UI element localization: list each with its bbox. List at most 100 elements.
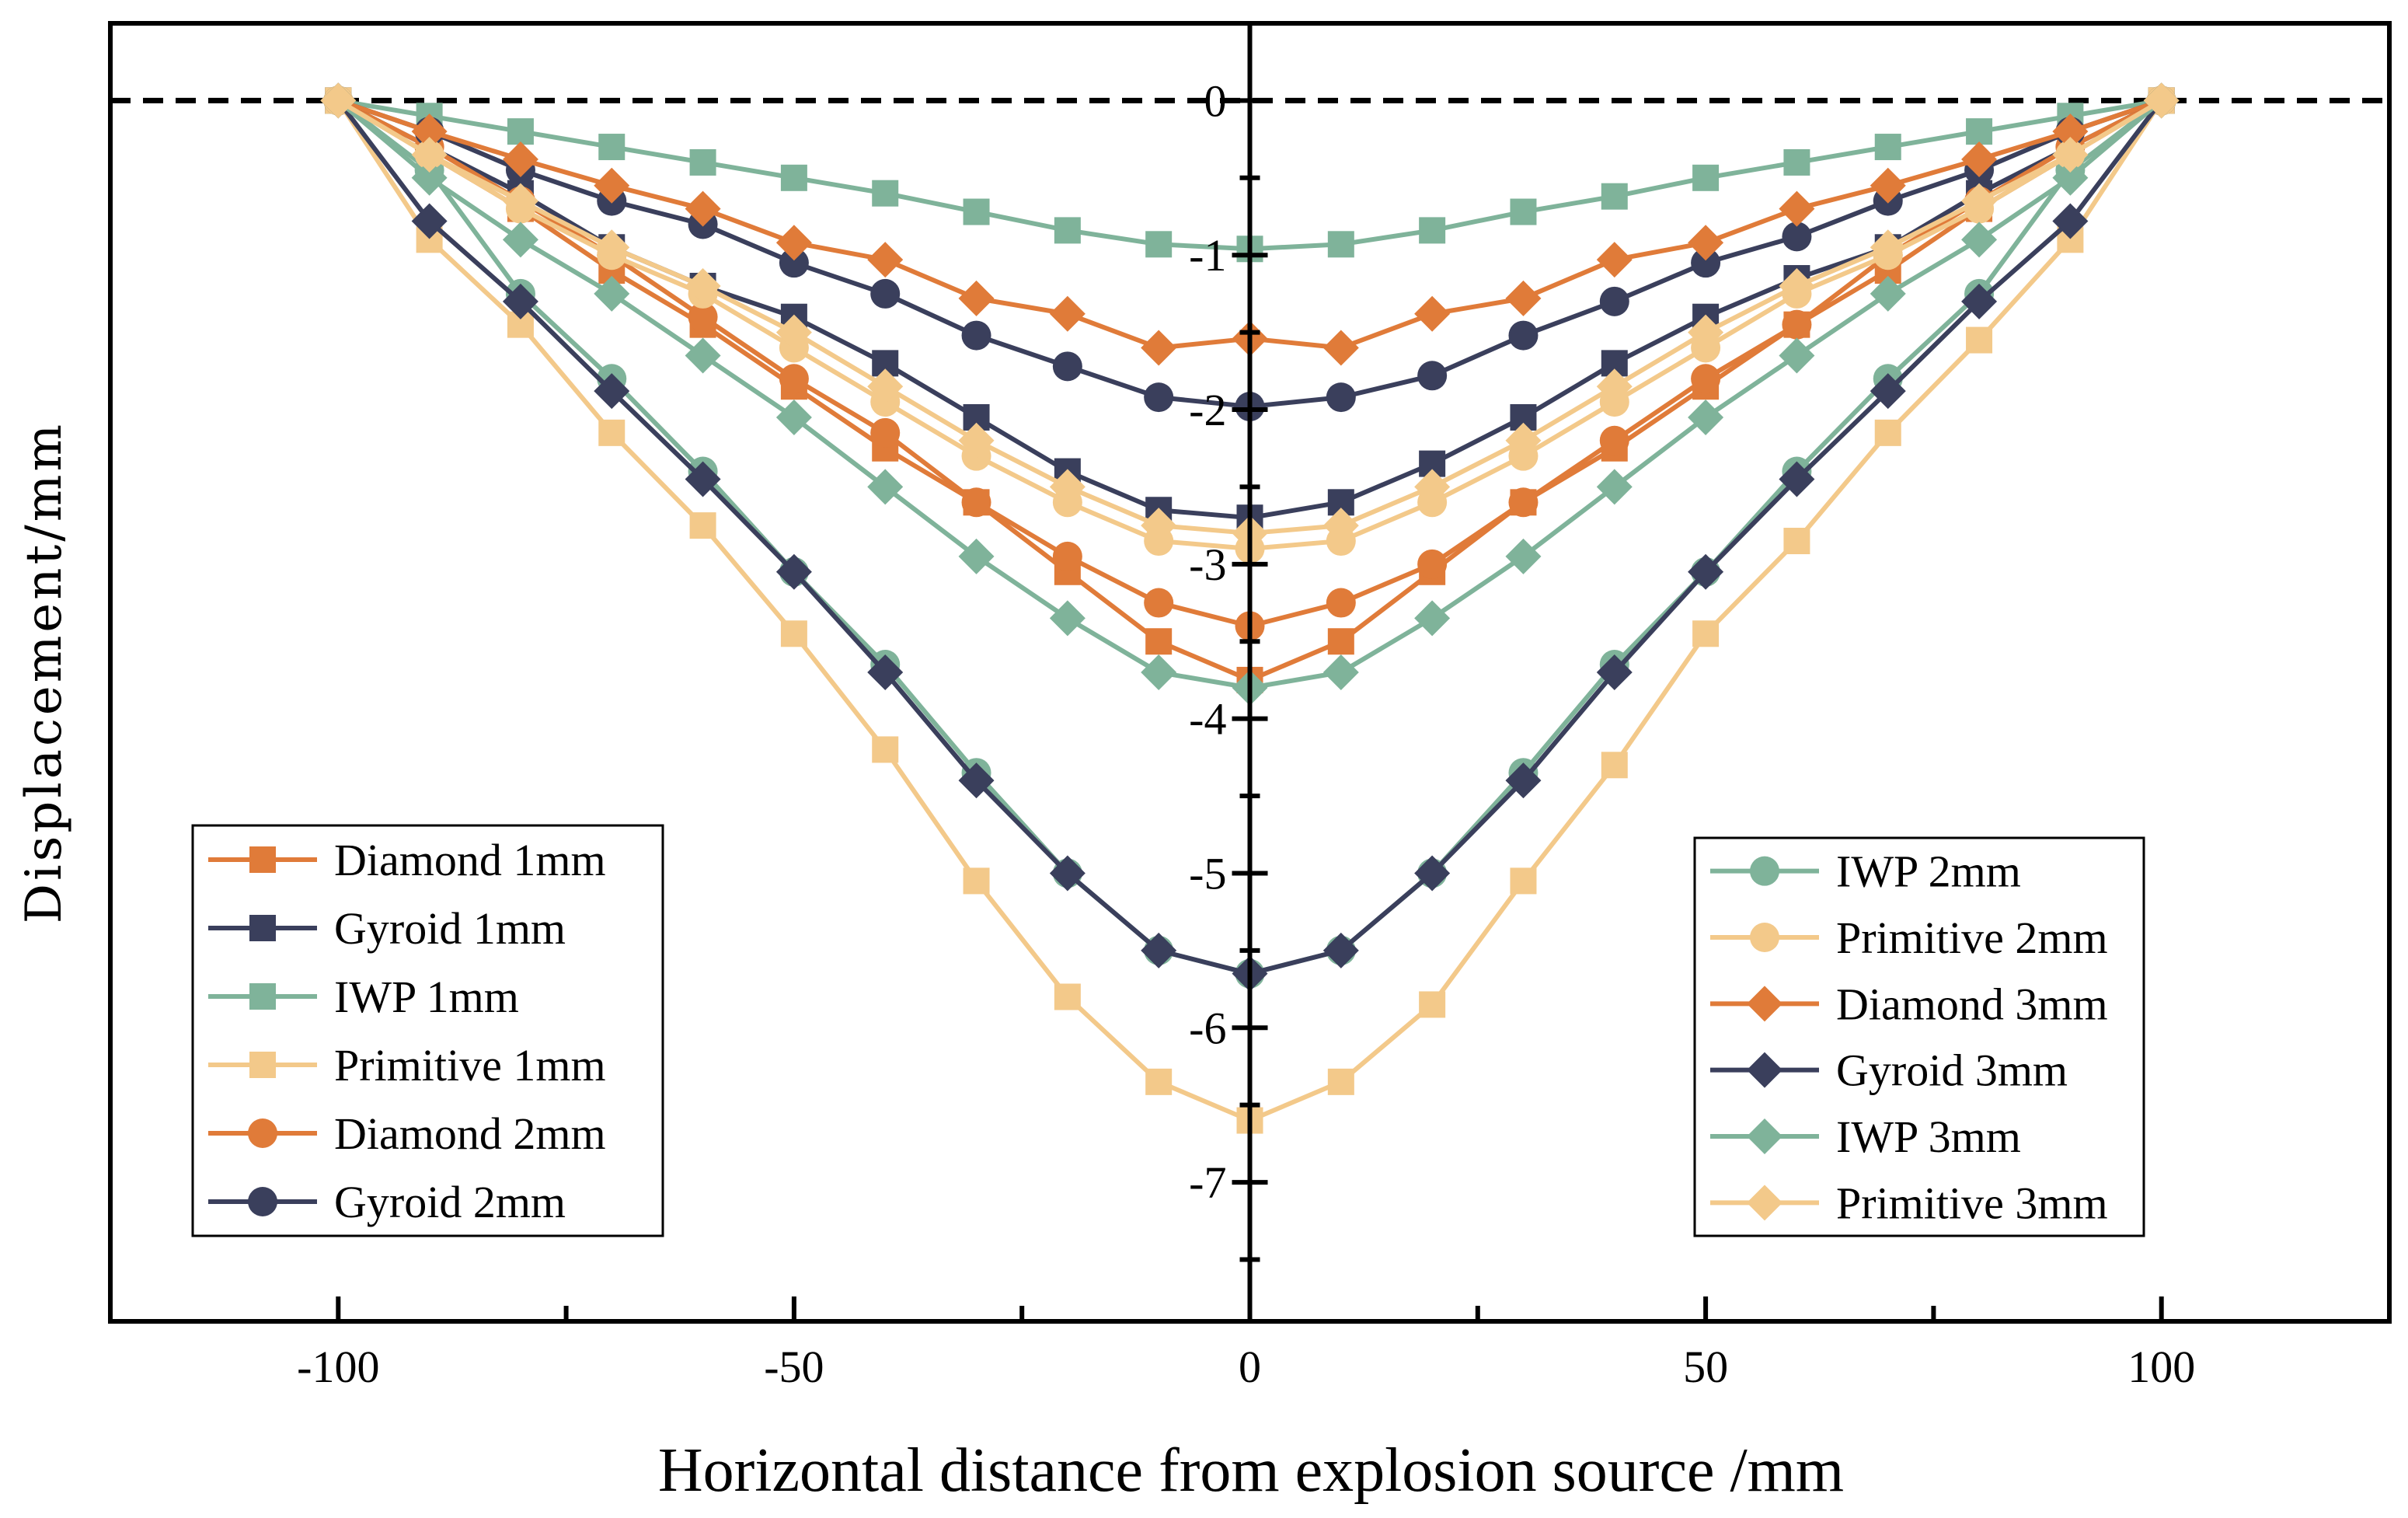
data-point-square <box>1966 118 1993 145</box>
x-tick-label: 0 <box>1239 1342 1261 1392</box>
data-point-diamond <box>2052 136 2089 173</box>
legend-marker <box>1750 856 1779 886</box>
legend-bottom-right: IWP 2mm Primitive 2mm Diamond 3mm Gyroid 3m… <box>1693 836 2145 1237</box>
y-tick-label: -1 <box>1189 230 1226 281</box>
data-point-diamond <box>1322 654 1359 690</box>
data-point-square <box>1966 326 1993 354</box>
data-point-diamond <box>320 82 357 119</box>
data-point-circle <box>779 248 809 278</box>
legend-label: Diamond 2mm <box>334 1108 606 1159</box>
legend-marker <box>1747 1052 1782 1088</box>
legend-label: IWP 3mm <box>1836 1111 2021 1162</box>
data-point-diamond <box>1779 337 1815 374</box>
data-point-circle <box>1417 549 1448 579</box>
data-point-diamond <box>1596 242 1633 278</box>
data-point-square <box>689 148 716 176</box>
data-point-diamond <box>2143 82 2180 119</box>
data-point-circle <box>1326 588 1356 618</box>
data-point-diamond <box>2052 159 2089 196</box>
legends-layer: Diamond 1mm Gyroid 1mm IWP 1mm Primitive 1m… <box>191 824 2145 1237</box>
data-point-circle <box>1691 248 1721 278</box>
data-point-circle <box>1782 222 1812 252</box>
data-point-square <box>598 419 626 446</box>
legend-item-primitive-3mm: Primitive 3mm <box>1710 1178 2108 1228</box>
data-point-diamond <box>685 190 721 227</box>
y-tick-label: -4 <box>1189 694 1226 745</box>
x-tick-label: 50 <box>1683 1342 1728 1392</box>
data-point-diamond <box>1141 508 1177 544</box>
data-point-diamond <box>1870 275 1906 312</box>
data-point-square <box>1327 628 1354 655</box>
legend-marker <box>248 1187 277 1216</box>
data-point-square <box>1054 983 1081 1010</box>
data-point-diamond <box>594 229 630 266</box>
data-point-circle <box>1599 286 1629 316</box>
data-point-square <box>872 736 899 763</box>
y-tick-label: -2 <box>1189 385 1226 435</box>
legend-frame <box>191 824 664 1237</box>
legend-item-gyroid-2mm: Gyroid 2mm <box>208 1177 566 1227</box>
legend-marker <box>1747 1185 1782 1221</box>
data-point-diamond <box>958 762 995 799</box>
data-point-square <box>507 118 534 145</box>
data-point-diamond <box>1779 267 1815 304</box>
legend-marker <box>248 1118 277 1148</box>
legend-item-primitive-2mm: Primitive 2mm <box>1710 913 2108 963</box>
data-point-diamond <box>1779 190 1815 227</box>
data-point-diamond <box>1870 229 1906 266</box>
data-point-diamond <box>958 538 995 574</box>
data-point-square <box>1419 991 1446 1018</box>
data-point-diamond <box>1049 295 1086 332</box>
data-point-circle <box>779 364 809 394</box>
data-point-diamond <box>502 283 538 319</box>
y-tick-label: -5 <box>1189 848 1226 899</box>
data-point-diamond <box>1505 538 1542 574</box>
data-point-diamond <box>411 203 448 239</box>
data-point-square <box>963 867 990 895</box>
data-point-circle <box>1508 320 1539 351</box>
data-point-square <box>872 180 899 207</box>
legend-label: Gyroid 3mm <box>1836 1045 2068 1096</box>
data-point-diamond <box>1322 508 1359 544</box>
legend-item-gyroid-1mm: Gyroid 1mm <box>208 903 566 954</box>
data-point-diamond <box>1049 469 1086 505</box>
x-tick-label: 100 <box>2127 1342 2195 1392</box>
data-point-diamond <box>775 314 812 351</box>
data-point-circle <box>1599 425 1629 455</box>
data-point-diamond <box>2052 203 2089 239</box>
data-point-square <box>689 512 716 539</box>
data-point-diamond <box>1505 280 1542 316</box>
legend-item-primitive-1mm: Primitive 1mm <box>208 1040 606 1091</box>
data-point-square <box>1145 231 1173 258</box>
legend-bottom-left: Diamond 1mm Gyroid 1mm IWP 1mm Primitive 1m… <box>191 824 664 1237</box>
data-point-diamond <box>502 141 538 177</box>
legend-item-diamond-3mm: Diamond 3mm <box>1710 979 2108 1029</box>
data-point-diamond <box>775 553 812 590</box>
data-point-diamond <box>502 183 538 219</box>
data-point-diamond <box>1688 553 1724 590</box>
data-point-square <box>598 134 626 161</box>
y-tick-label: -3 <box>1189 539 1226 590</box>
data-point-diamond <box>502 222 538 258</box>
legend-label: Diamond 3mm <box>1836 979 2108 1029</box>
data-point-square <box>1874 419 1901 446</box>
data-point-diamond <box>1870 167 1906 204</box>
legend-marker <box>1747 986 1782 1022</box>
data-point-square <box>1145 628 1173 655</box>
data-point-diamond <box>411 113 448 150</box>
data-point-diamond <box>958 280 995 316</box>
data-point-square <box>780 164 807 191</box>
data-point-diamond <box>1961 141 1998 177</box>
legend-marker <box>1750 923 1779 952</box>
data-point-diamond <box>1414 469 1451 505</box>
series-iwp-1mm <box>325 87 2175 263</box>
data-point-diamond <box>1961 183 1998 219</box>
data-point-diamond <box>1870 373 1906 410</box>
data-point-diamond <box>1961 283 1998 319</box>
data-point-circle <box>1691 364 1721 394</box>
legend-marker <box>249 1052 276 1078</box>
data-point-diamond <box>1414 295 1451 332</box>
data-point-circle <box>961 320 991 351</box>
legend-item-diamond-2mm: Diamond 2mm <box>208 1108 606 1159</box>
